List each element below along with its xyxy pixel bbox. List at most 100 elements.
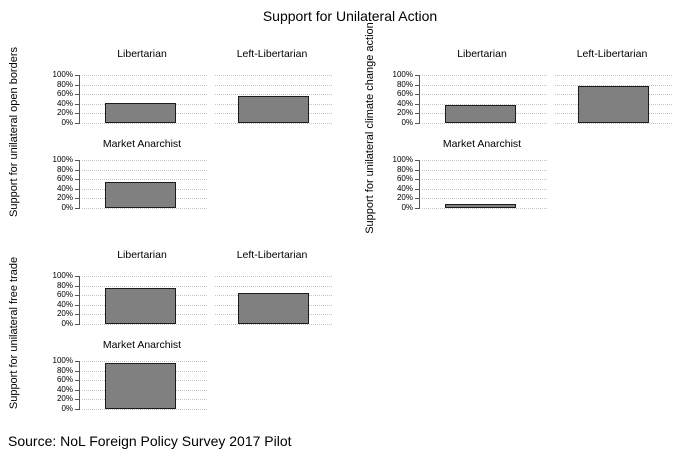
y-axis-tick xyxy=(75,399,79,401)
y-axis-tick xyxy=(75,113,79,115)
y-axis-line xyxy=(79,160,80,209)
bar xyxy=(238,293,309,324)
y-tick-label: 40% xyxy=(56,183,73,193)
y-axis-tick xyxy=(75,160,79,161)
facet-title: Libertarian xyxy=(457,48,507,60)
grid-line xyxy=(82,179,207,181)
y-tick-label: 40% xyxy=(56,299,73,309)
grid-line xyxy=(422,123,547,124)
grid-line xyxy=(422,198,547,200)
grid-line xyxy=(82,160,207,161)
y-axis-tick xyxy=(75,314,79,316)
grid-line xyxy=(215,285,332,287)
y-axis-tick xyxy=(75,389,79,391)
y-tick-label: 80% xyxy=(56,365,73,375)
y-tick-label: 60% xyxy=(396,89,413,99)
plot-area: 0% 20% 40% 60% 80% 100% xyxy=(393,156,547,212)
y-axis-tick xyxy=(75,75,79,76)
y-tick-label: 100% xyxy=(392,70,413,79)
bar xyxy=(445,204,516,208)
grid-line xyxy=(555,84,672,86)
y-tick-label: 100% xyxy=(392,155,413,164)
y-axis-tick xyxy=(75,208,79,209)
y-axis-tick xyxy=(415,198,419,200)
chart-title: Support for Unilateral Action xyxy=(262,8,438,24)
y-axis-tick xyxy=(415,188,419,190)
bar xyxy=(105,103,176,123)
grid-line xyxy=(82,361,207,362)
facet-title: Market Anarchist xyxy=(102,339,182,351)
grid-line xyxy=(422,169,547,171)
y-tick-label: 80% xyxy=(56,79,73,89)
y-axis-tick xyxy=(75,276,79,277)
y-tick-label: 100% xyxy=(52,271,73,280)
y-axis-line xyxy=(419,75,420,124)
grid-line xyxy=(215,75,332,76)
grid-line xyxy=(422,188,547,190)
grid-line xyxy=(82,324,207,325)
y-axis-line xyxy=(79,276,80,325)
y-tick-label: 0% xyxy=(401,118,413,127)
y-tick-label: 0% xyxy=(61,118,73,127)
y-tick-label: 0% xyxy=(61,203,73,212)
y-tick-label: 60% xyxy=(56,174,73,184)
y-tick-label: 100% xyxy=(52,70,73,79)
y-tick-label: 100% xyxy=(52,155,73,164)
y-axis-tick xyxy=(75,188,79,190)
plot-area: 0% 20% 40% 60% 80% 100% xyxy=(53,71,207,127)
y-tick-label: 20% xyxy=(396,193,413,203)
y-tick-label: 40% xyxy=(56,98,73,108)
y-tick-label: 0% xyxy=(61,404,73,413)
facet-title: Market Anarchist xyxy=(102,138,182,150)
grid-line xyxy=(82,169,207,171)
grid-line xyxy=(82,409,207,410)
y-axis-tick xyxy=(415,123,419,124)
y-axis-group-label: Support for unilateral open borders xyxy=(8,47,20,217)
bar xyxy=(445,105,516,123)
bar xyxy=(105,182,176,208)
y-axis-tick xyxy=(75,304,79,306)
y-axis-tick xyxy=(415,113,419,115)
y-axis-tick xyxy=(75,361,79,362)
bar xyxy=(238,96,309,123)
y-axis-tick xyxy=(75,409,79,410)
plot-area xyxy=(552,75,672,124)
y-axis-tick xyxy=(75,123,79,124)
facet-title: Left-Libertarian xyxy=(576,48,648,60)
y-axis-tick xyxy=(415,84,419,86)
y-tick-label: 60% xyxy=(56,375,73,385)
y-axis-tick xyxy=(415,94,419,96)
y-tick-label: 0% xyxy=(401,203,413,212)
y-axis-tick xyxy=(75,179,79,181)
source-caption: Source: NoL Foreign Policy Survey 2017 P… xyxy=(8,433,292,449)
y-axis-tick xyxy=(75,169,79,171)
y-axis-line xyxy=(419,160,420,209)
grid-line xyxy=(215,324,332,325)
y-axis-line xyxy=(79,75,80,124)
y-axis-tick xyxy=(415,208,419,209)
y-axis-tick xyxy=(415,160,419,161)
grid-line xyxy=(422,103,547,105)
grid-line xyxy=(422,208,547,209)
grid-line xyxy=(215,276,332,277)
grid-line xyxy=(422,160,547,161)
bar xyxy=(105,363,176,409)
grid-line xyxy=(82,84,207,86)
y-tick-label: 40% xyxy=(396,183,413,193)
y-tick-label: 80% xyxy=(56,280,73,290)
y-tick-label: 60% xyxy=(56,89,73,99)
y-axis-tick xyxy=(75,103,79,105)
grid-line xyxy=(422,94,547,96)
grid-line xyxy=(215,94,332,96)
y-tick-label: 100% xyxy=(52,356,73,365)
grid-line xyxy=(82,208,207,209)
grid-line xyxy=(422,179,547,181)
plot-area: 0% 20% 40% 60% 80% 100% xyxy=(53,156,207,212)
y-axis-tick xyxy=(75,84,79,86)
y-axis-tick xyxy=(415,75,419,76)
grid-line xyxy=(422,84,547,86)
y-axis-tick xyxy=(75,295,79,297)
facet-title: Market Anarchist xyxy=(442,138,522,150)
facet-title: Libertarian xyxy=(117,48,167,60)
y-tick-label: 80% xyxy=(56,164,73,174)
